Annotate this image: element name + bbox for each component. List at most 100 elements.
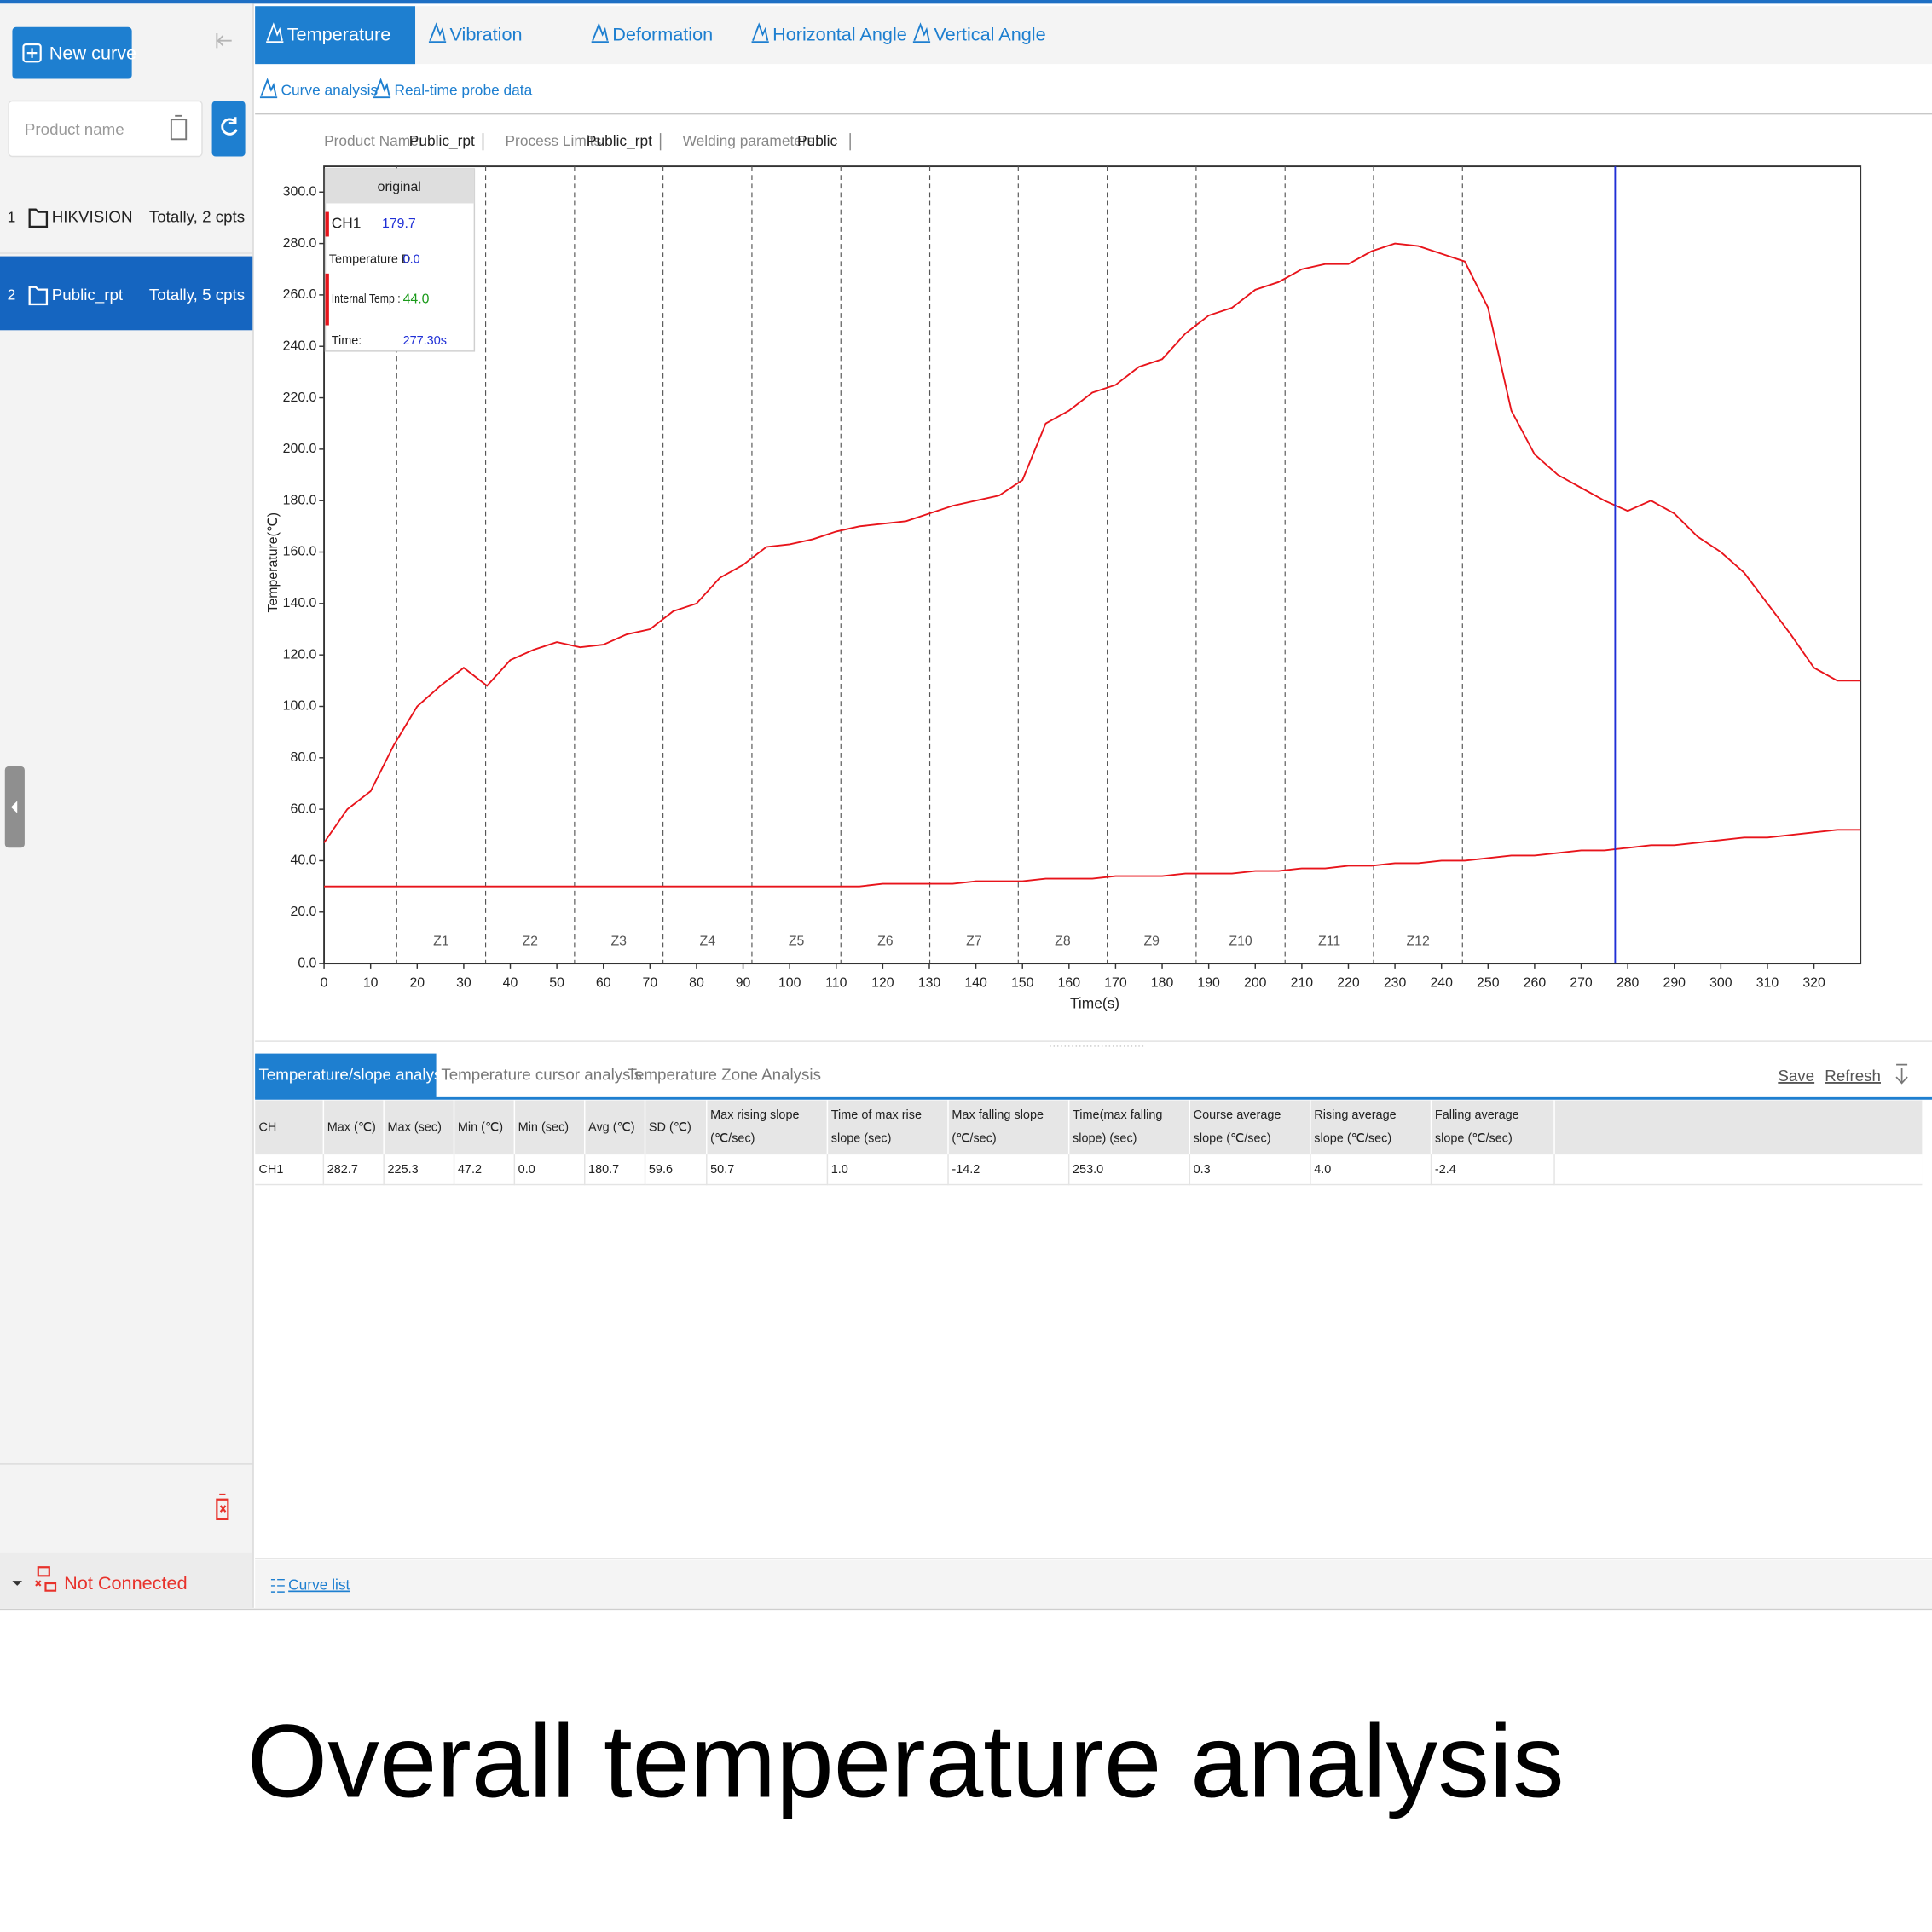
x-tick-label: 100	[778, 975, 801, 990]
data-cell: 59.6	[644, 1154, 707, 1186]
subtab[interactable]: Real-time probe data	[373, 78, 533, 99]
header-cell: Falling average slope (℃/sec)	[1430, 1100, 1555, 1155]
top-border	[0, 0, 1932, 4]
data-cell: 282.7	[322, 1154, 385, 1186]
info-value: Public_rpt	[409, 132, 475, 149]
y-tick-label: 20.0	[290, 905, 316, 919]
tab[interactable]: Deformation	[591, 22, 714, 45]
new-curve-button[interactable]: New curve	[12, 26, 136, 79]
subtab[interactable]: Curve analysis	[259, 78, 379, 99]
series-name: Internal Temp :	[332, 292, 401, 306]
curve-icon	[266, 22, 284, 43]
data-cell: 1.0	[826, 1154, 949, 1186]
reading-value: 0.0	[403, 253, 420, 267]
analysis-tab[interactable]: Temperature Zone Analysis	[628, 1066, 821, 1084]
handle-arrow	[11, 801, 18, 813]
curve-icon	[259, 78, 278, 99]
data-cell: 0.0	[513, 1154, 585, 1186]
x-tick-label: 260	[1524, 975, 1547, 990]
item-index: 2	[8, 286, 16, 303]
x-tick-label: 60	[596, 975, 611, 990]
footer-bar	[255, 1559, 1932, 1608]
refresh-button[interactable]	[211, 101, 246, 157]
box-header	[325, 168, 475, 204]
cursor-value: 44.0	[403, 292, 430, 306]
curve-icon	[751, 22, 769, 43]
clear-icon[interactable]	[216, 1493, 229, 1520]
data-cell: 0.3	[1189, 1154, 1310, 1186]
data-cell: 253.0	[1067, 1154, 1190, 1186]
action-link[interactable]: Refresh	[1825, 1067, 1881, 1085]
y-tick-label: 180.0	[283, 493, 317, 507]
header-cell: Min (℃)	[453, 1100, 515, 1155]
series-line	[323, 242, 1861, 843]
action-link[interactable]: Save	[1778, 1067, 1814, 1085]
connection-icon	[35, 1566, 57, 1592]
x-tick-label: 140	[964, 975, 987, 990]
y-tick-label: 240.0	[283, 338, 317, 353]
info-label: Welding parameters:	[683, 132, 819, 149]
product-item[interactable]: 2 Public_rpt Totally, 5 cpts	[0, 256, 253, 331]
collapse-panel-icon[interactable]	[1895, 1063, 1908, 1085]
tab[interactable]: Vibration	[428, 22, 523, 45]
zone-label: Z6	[877, 934, 894, 948]
data-cell: 225.3	[383, 1154, 454, 1186]
analysis-tab[interactable]: Temperature cursor analysis	[441, 1066, 642, 1084]
search-box[interactable]: Product name	[8, 100, 203, 158]
item-name: Public_rpt	[52, 286, 124, 304]
y-axis-label: Temperature(℃)	[266, 512, 281, 613]
y-tick-label: 300.0	[283, 184, 317, 199]
zone-label: Z11	[1318, 934, 1340, 948]
curve-icon	[428, 22, 447, 43]
table-container: CH Max (℃) Max (sec) Min (℃) Min (sec) Avg (℃…	[255, 1100, 1923, 1186]
header-cell: CH	[255, 1100, 324, 1155]
header-cell: Max rising slope (℃/sec)	[706, 1100, 828, 1155]
curve-icon	[591, 22, 609, 43]
data-cell: -14.2	[947, 1154, 1069, 1186]
analysis-table: CH Max (℃) Max (sec) Min (℃) Min (sec) Avg (℃…	[255, 1100, 1923, 1186]
series-swatch	[325, 273, 329, 326]
selected-bg	[0, 256, 253, 331]
status-text: Not Connected	[64, 1572, 187, 1594]
info-label: Process Limits:	[506, 132, 605, 149]
zone-label: Z8	[1055, 934, 1071, 948]
x-tick-label: 150	[1011, 975, 1034, 990]
subtab-label: Curve analysis	[281, 82, 378, 99]
header-row: CH Max (℃) Max (sec) Min (℃) Min (sec) Avg (℃…	[255, 1100, 1923, 1155]
header-cell: Min (sec)	[513, 1100, 585, 1155]
x-tick-label: 50	[549, 975, 564, 990]
item-count: Totally, 5 cpts	[149, 286, 245, 304]
caption: Overall temperature analysis	[247, 1703, 1565, 1819]
product-item[interactable]: 1 HIKVISION Totally, 2 cpts	[0, 208, 253, 254]
zone-label: Z2	[522, 934, 538, 948]
table-head: CH Max (℃) Max (sec) Min (℃) Min (sec) Avg (℃…	[255, 1100, 1923, 1155]
header-filler	[1553, 1100, 1923, 1155]
series-swatch	[325, 211, 329, 237]
tab-label: Temperature	[287, 24, 391, 45]
item-count: Totally, 2 cpts	[149, 208, 245, 226]
x-tick-label: 90	[736, 975, 751, 990]
header-cell: Time of max rise slope (sec)	[826, 1100, 949, 1155]
collapse-icon[interactable]	[216, 33, 232, 49]
tab[interactable]: Vertical Angle	[912, 22, 1046, 45]
tab[interactable]: Temperature	[266, 22, 391, 45]
info-value: Public	[797, 132, 838, 149]
data-cell: 180.7	[584, 1154, 645, 1186]
cursor-box: original CH1 179.7 Temperature D0.0 Internal…	[324, 168, 476, 352]
folder-icon	[28, 208, 49, 228]
icon	[22, 43, 42, 63]
chart: 0.020.040.060.080.0100.0120.0140.0160.01…	[266, 165, 1862, 1011]
x-tick-label: 80	[689, 975, 704, 990]
status-bar	[0, 1552, 253, 1608]
curve-list-link[interactable]: Curve list	[288, 1576, 350, 1593]
info-row: Product Name:Public_rpt Process Limits:Pu…	[324, 132, 851, 151]
refresh-icon	[221, 117, 238, 136]
dropdown-icon[interactable]	[12, 1581, 23, 1586]
analysis-tab[interactable]: Temperature/slope analysis	[258, 1066, 453, 1084]
y-tick-label: 280.0	[283, 236, 317, 251]
tab[interactable]: Horizontal Angle	[751, 22, 907, 45]
plot-area	[323, 165, 1862, 965]
zone-label: Z4	[700, 934, 716, 948]
y-tick-label: 260.0	[283, 287, 317, 302]
sidebar	[0, 3, 253, 1608]
